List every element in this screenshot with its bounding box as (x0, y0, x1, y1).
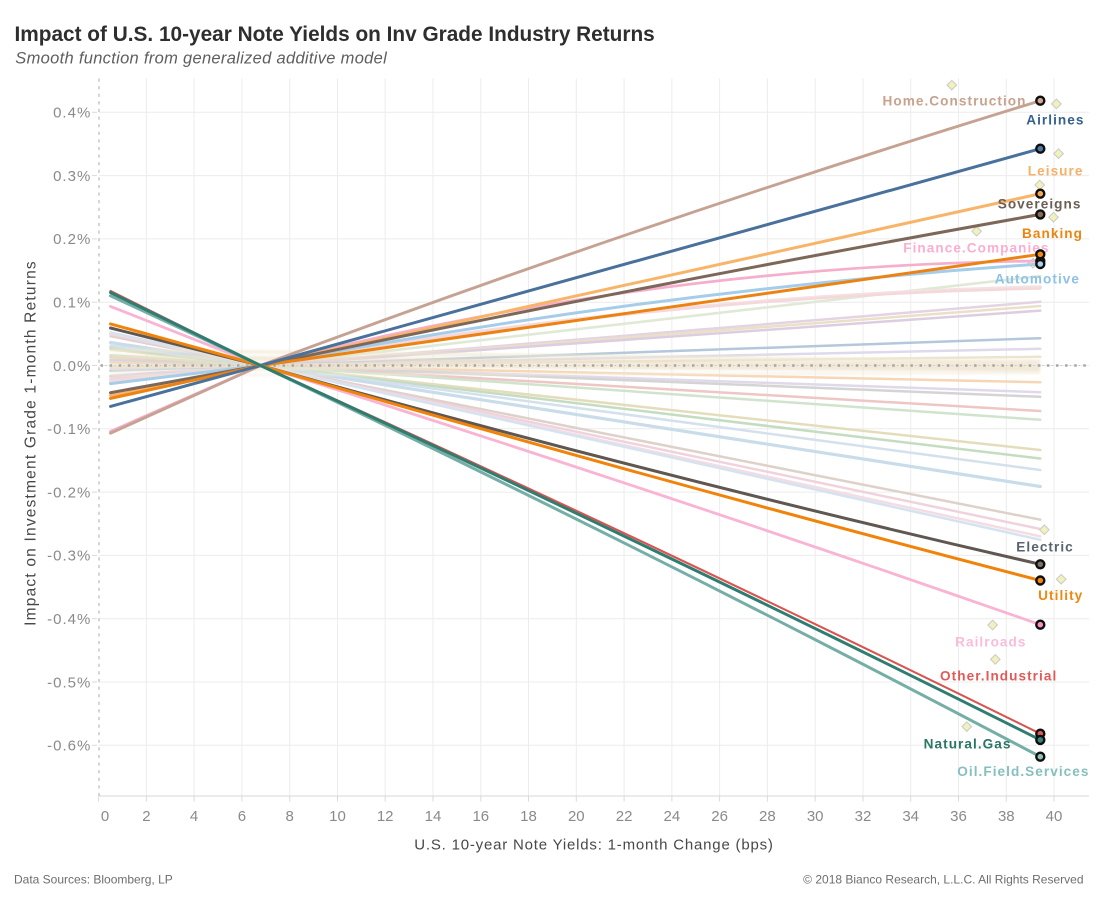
svg-text:Automotive: Automotive (995, 272, 1080, 287)
svg-text:8: 8 (286, 808, 294, 825)
svg-text:12: 12 (377, 808, 394, 825)
svg-text:6: 6 (238, 808, 246, 825)
svg-text:-0.3%: -0.3% (47, 548, 91, 565)
svg-text:-0.2%: -0.2% (47, 484, 91, 501)
svg-text:Natural.Gas: Natural.Gas (924, 736, 1012, 751)
svg-text:40: 40 (1046, 808, 1063, 825)
svg-text:Utility: Utility (1038, 588, 1083, 603)
svg-text:34: 34 (902, 808, 919, 825)
svg-text:32: 32 (855, 808, 872, 825)
svg-text:Impact of U.S. 10-year Note Yi: Impact of U.S. 10-year Note Yields on In… (15, 23, 655, 46)
svg-text:Leisure: Leisure (1028, 163, 1084, 178)
svg-text:-0.4%: -0.4% (47, 611, 91, 628)
svg-text:24: 24 (664, 808, 681, 825)
svg-text:Airlines: Airlines (1026, 113, 1084, 128)
svg-text:-0.5%: -0.5% (47, 674, 91, 691)
svg-text:2: 2 (142, 808, 150, 825)
svg-text:16: 16 (472, 808, 489, 825)
svg-text:10: 10 (329, 808, 346, 825)
svg-text:Finance.Companies: Finance.Companies (903, 241, 1049, 256)
svg-text:Sovereigns: Sovereigns (998, 196, 1082, 211)
svg-text:0.3%: 0.3% (53, 168, 91, 185)
svg-text:38: 38 (998, 808, 1015, 825)
svg-text:26: 26 (711, 808, 728, 825)
svg-text:-0.1%: -0.1% (47, 421, 91, 438)
svg-text:© 2018 Bianco Research, L.L.C.: © 2018 Bianco Research, L.L.C. All Right… (803, 873, 1083, 887)
svg-text:0.0%: 0.0% (53, 358, 91, 375)
svg-text:Impact on Investment Grade 1-m: Impact on Investment Grade 1-month Retur… (23, 260, 40, 626)
svg-text:Home.Construction: Home.Construction (883, 94, 1027, 109)
svg-text:Railroads: Railroads (955, 634, 1026, 649)
svg-text:Data Sources: Bloomberg, LP: Data Sources: Bloomberg, LP (14, 873, 173, 887)
svg-text:Banking: Banking (1022, 226, 1083, 241)
svg-text:0.4%: 0.4% (53, 105, 91, 122)
svg-text:22: 22 (616, 808, 633, 825)
svg-text:0: 0 (101, 808, 109, 825)
svg-text:36: 36 (950, 808, 967, 825)
svg-text:28: 28 (759, 808, 776, 825)
svg-text:20: 20 (568, 808, 585, 825)
svg-text:30: 30 (807, 808, 824, 825)
svg-text:-0.6%: -0.6% (47, 738, 91, 755)
svg-text:0.2%: 0.2% (53, 231, 91, 248)
svg-text:4: 4 (190, 808, 198, 825)
svg-text:0.1%: 0.1% (53, 295, 91, 312)
svg-text:Electric: Electric (1016, 540, 1074, 555)
svg-text:Other.Industrial: Other.Industrial (940, 669, 1057, 684)
svg-text:Oil.Field.Services: Oil.Field.Services (957, 764, 1089, 779)
svg-text:Smooth function from generaliz: Smooth function from generalized additiv… (15, 50, 388, 68)
svg-text:18: 18 (520, 808, 537, 825)
svg-text:14: 14 (425, 808, 442, 825)
svg-text:U.S. 10-year Note Yields: 1-mo: U.S. 10-year Note Yields: 1-month Change… (414, 837, 773, 854)
